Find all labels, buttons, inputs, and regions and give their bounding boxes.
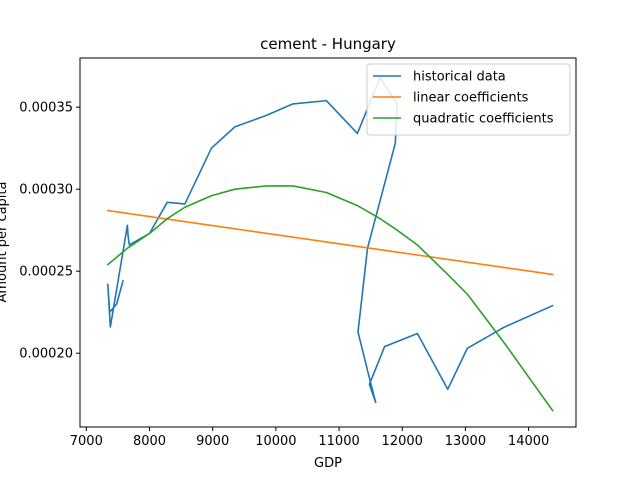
series-line-linear-coefficients <box>106 209 554 276</box>
y-axis: 0.00020 0.00025 0.00030 0.00035 <box>19 101 80 362</box>
legend-label: historical data <box>413 70 506 85</box>
y-tick-label: 0.00025 <box>19 265 73 280</box>
series-line-quadratic-coefficients <box>106 185 554 412</box>
x-tick-label: 10000 <box>255 434 296 449</box>
x-tick-label: 8000 <box>133 434 166 449</box>
x-tick-label: 13000 <box>445 434 486 449</box>
plot-frame <box>79 57 577 428</box>
x-tick-label: 9000 <box>196 434 229 449</box>
legend-label: linear coefficients <box>413 91 529 106</box>
x-tick-label: 12000 <box>382 434 423 449</box>
series-line-historical-data <box>107 76 554 404</box>
y-tick-label: 0.00030 <box>19 183 73 198</box>
legend: historical data linear coefficients quadra… <box>366 63 571 136</box>
x-tick-label: 14000 <box>508 434 549 449</box>
y-axis-label: Amount per capita <box>0 182 10 303</box>
legend-label: quadratic coefficients <box>413 112 554 127</box>
series-layer <box>106 76 554 412</box>
x-axis-label: GDP <box>314 456 342 471</box>
y-tick-label: 0.00035 <box>19 101 73 116</box>
x-tick-label: 7000 <box>70 434 103 449</box>
x-tick-label: 11000 <box>318 434 359 449</box>
y-tick-label: 0.00020 <box>19 347 73 362</box>
legend-box <box>366 63 571 136</box>
chart-title: cement - Hungary <box>260 35 396 53</box>
x-axis: 7000 8000 9000 10000 11000 12000 13000 14000 <box>70 427 549 449</box>
